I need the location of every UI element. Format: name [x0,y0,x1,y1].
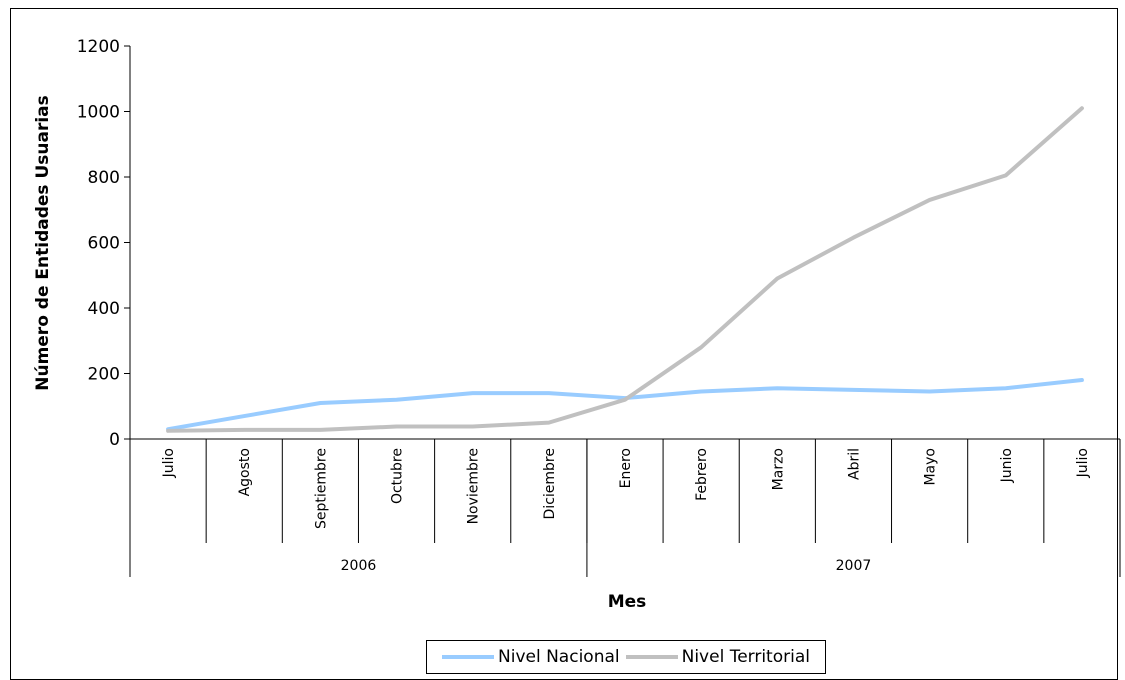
year-group-label: 2007 [836,558,872,574]
y-tick-label: 0 [109,430,120,450]
legend-item-territorial: Nivel Territorial [625,647,810,667]
x-category-label: Julio [161,448,177,478]
x-axis-title: Mes [608,592,647,612]
x-category-label: Julio [1075,448,1091,478]
x-category-label: Noviembre [466,448,482,524]
y-tick-label: 600 [88,234,120,254]
x-category-label: Junio [999,448,1015,483]
y-tick-label: 800 [88,168,120,188]
legend-label-nacional: Nivel Nacional [498,647,620,667]
y-tick-label: 1200 [77,37,120,57]
series-line-nacional [166,378,1084,432]
legend: Nivel Nacional Nivel Territorial [426,640,826,674]
x-category-label: Mayo [923,448,939,486]
legend-swatch-nacional [442,655,494,659]
series-line-territorial [166,106,1084,433]
x-category-label: Octubre [390,448,406,504]
x-category-label: Marzo [770,448,786,490]
year-group-label: 2006 [341,558,377,574]
x-category-label: Agosto [237,448,253,496]
legend-swatch-territorial [625,655,678,659]
x-category-label: Abril [846,448,862,480]
x-category-label: Febrero [694,448,710,501]
legend-item-nacional: Nivel Nacional [442,647,620,667]
x-category-label: Enero [618,448,634,488]
legend-label-territorial: Nivel Territorial [681,647,810,667]
x-category-label: Diciembre [542,448,558,519]
y-axis-title: Número de Entidades Usuarias [33,95,53,391]
y-tick-label: 200 [88,365,120,385]
y-tick-label: 400 [88,299,120,319]
y-tick-label: 1000 [77,103,120,123]
x-category-label: Septiembre [313,448,329,529]
